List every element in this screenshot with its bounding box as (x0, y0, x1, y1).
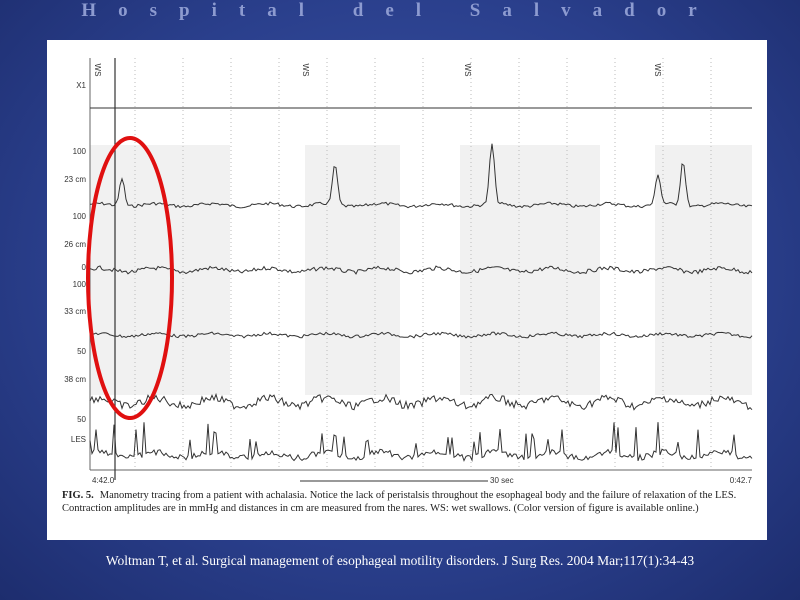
caption-text: Manometry tracing from a patient with ac… (62, 490, 737, 514)
slide-title: Hospital del Salvador (81, 0, 719, 21)
channel-scale: 50 (77, 415, 86, 424)
time-end: 0:42.7 (730, 476, 753, 485)
channel-scale: X1 (76, 81, 86, 90)
swallow-marker: WS (463, 64, 472, 77)
channel-scale: 100 (73, 280, 87, 289)
pressure-trace (89, 331, 753, 339)
swallow-marker: WS (301, 64, 310, 77)
pressure-trace (89, 265, 753, 275)
pressure-trace (89, 422, 753, 462)
channel-name: LES (71, 435, 86, 444)
swallow-marker: WS (653, 64, 662, 77)
figure-caption: FIG. 5. Manometry tracing from a patient … (62, 490, 757, 515)
pressure-trace (89, 392, 753, 411)
swallow-marker: WS (93, 64, 102, 77)
channel-scale: 100 (73, 212, 87, 221)
channel-name: 23 cm (64, 175, 86, 184)
time-scale: 30 sec (490, 476, 514, 485)
channel-name: 33 cm (64, 307, 86, 316)
channel-name: 26 cm (64, 240, 86, 249)
channel-zero: 0 (82, 263, 87, 272)
shade-band (460, 145, 600, 395)
channel-name: 38 cm (64, 375, 86, 384)
caption-label: FIG. 5. (62, 490, 94, 501)
channel-scale: 50 (77, 347, 86, 356)
shade-band (305, 145, 400, 395)
highlight-ellipse (86, 136, 174, 420)
pressure-trace (89, 143, 753, 209)
time-start: 4:42.0 (92, 476, 115, 485)
citation: Woltman T, et al. Surgical management of… (105, 553, 695, 568)
channel-scale: 100 (73, 147, 87, 156)
